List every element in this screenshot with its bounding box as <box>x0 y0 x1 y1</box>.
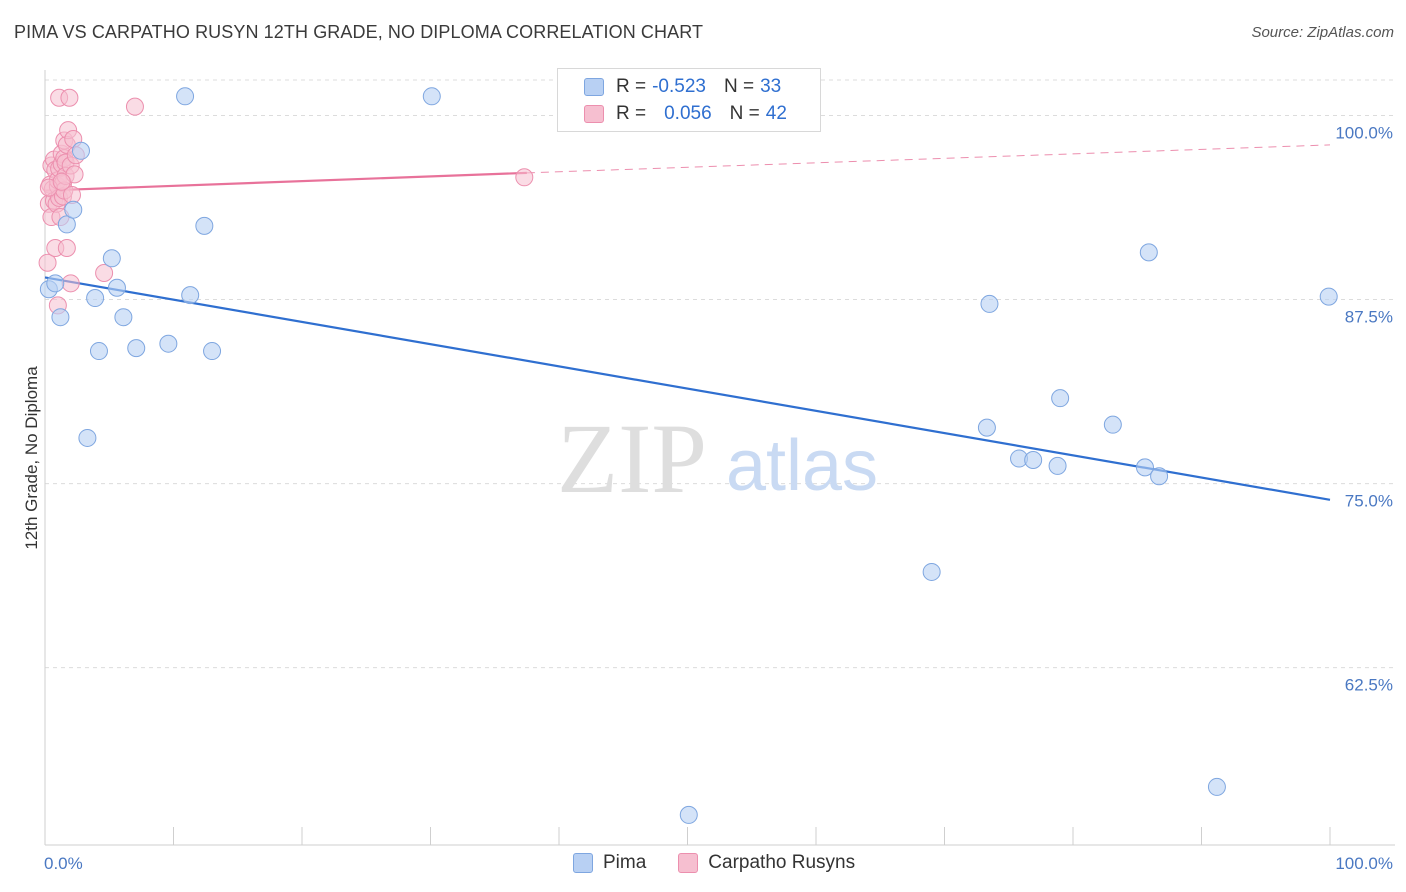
carpatho-point <box>61 274 80 293</box>
legend-pima-label: Pima <box>603 852 647 873</box>
y-tick-label: 62.5% <box>1345 676 1393 695</box>
watermark-zip: ZIP <box>557 403 707 514</box>
axes <box>44 70 1395 846</box>
pima-point <box>1319 287 1338 306</box>
pima-point <box>176 87 195 106</box>
carpatho-n-value: 42 <box>765 103 787 124</box>
pima-point <box>46 274 65 293</box>
pima-point <box>1051 389 1070 408</box>
y-axis-label: 12th Grade, No Diploma <box>22 366 41 550</box>
legend-row-pima: R = -0.523 N = 33 <box>584 75 781 99</box>
pima-point <box>679 805 698 824</box>
pima-point <box>71 141 90 160</box>
chart-title: PIMA VS CARPATHO RUSYN 12TH GRADE, NO DI… <box>14 22 704 42</box>
carpatho-r-value: 0.056 <box>664 103 712 124</box>
carpatho-swatch <box>584 105 604 123</box>
legend-carpatho-swatch <box>678 853 699 873</box>
carpatho-point <box>38 253 57 272</box>
pima-point <box>1150 467 1169 486</box>
pima-n-label: N = <box>723 76 755 97</box>
y-tick-label: 100.0% <box>1335 123 1393 142</box>
source-label: Source: ZipAtlas.com <box>1251 24 1394 41</box>
y-tick-label: 87.5% <box>1345 308 1393 327</box>
pima-point <box>102 249 121 268</box>
pima-point <box>922 562 941 581</box>
carpatho-point <box>515 168 534 187</box>
legend-item-carpatho: Carpatho Rusyns <box>678 852 855 874</box>
pima-point <box>181 286 200 305</box>
watermark-atlas: atlas <box>726 426 878 506</box>
carpatho-point <box>95 264 114 283</box>
pima-point <box>1207 777 1226 796</box>
pima-point <box>114 308 133 327</box>
grid-lines <box>45 79 1395 669</box>
pima-point <box>107 278 126 297</box>
data-points <box>38 87 1338 824</box>
pima-r-label: R = <box>616 76 647 97</box>
carpatho-trend-extension <box>526 144 1331 174</box>
carpatho-point <box>57 238 76 257</box>
pima-point <box>195 216 214 235</box>
pima-point <box>51 308 70 327</box>
carpatho-r-label: R = <box>616 103 647 124</box>
pima-point <box>980 294 999 313</box>
pima-point <box>127 339 146 358</box>
pima-trend-line <box>44 276 1331 501</box>
x-tick-label-end: 100.0% <box>1335 854 1393 873</box>
carpatho-trend-line <box>44 171 527 192</box>
carpatho-n-label: N = <box>729 103 760 124</box>
trend-lines <box>44 144 1331 501</box>
carpatho-point <box>60 88 79 107</box>
pima-point <box>1103 415 1122 434</box>
legend-item-pima: Pima <box>573 852 646 874</box>
pima-point <box>422 87 441 106</box>
pima-r-value: -0.523 <box>652 76 706 97</box>
pima-point <box>1135 458 1154 477</box>
y-tick-labels: 100.0% 87.5% 75.0% 62.5% <box>1335 123 1393 694</box>
pima-point <box>89 342 108 361</box>
pima-point <box>159 334 178 353</box>
stats-legend: R = -0.523 N = 33 R = 0.056 N = 42 <box>557 68 821 132</box>
pima-point <box>1139 243 1158 262</box>
pima-n-value: 33 <box>760 76 782 97</box>
carpatho-point <box>125 97 144 116</box>
legend-pima-swatch <box>573 853 593 873</box>
pima-point <box>203 342 222 361</box>
pima-point <box>1048 456 1067 475</box>
watermark: ZIP atlas <box>557 403 878 514</box>
pima-point <box>977 418 996 437</box>
y-tick-label: 75.0% <box>1345 492 1393 511</box>
carpatho-point <box>52 172 71 191</box>
pima-point <box>1024 451 1043 470</box>
pima-point <box>78 428 97 447</box>
x-tick-label-start: 0.0% <box>44 854 83 873</box>
pima-point <box>86 289 105 308</box>
series-legend: Pima Carpatho Rusyns <box>573 852 887 874</box>
legend-row-carpatho: R = 0.056 N = 42 <box>584 102 787 126</box>
legend-carpatho-label: Carpatho Rusyns <box>708 852 856 873</box>
pima-swatch <box>584 78 604 96</box>
x-tick-labels: 0.0% 100.0% <box>44 854 1393 873</box>
pima-point <box>64 200 83 219</box>
